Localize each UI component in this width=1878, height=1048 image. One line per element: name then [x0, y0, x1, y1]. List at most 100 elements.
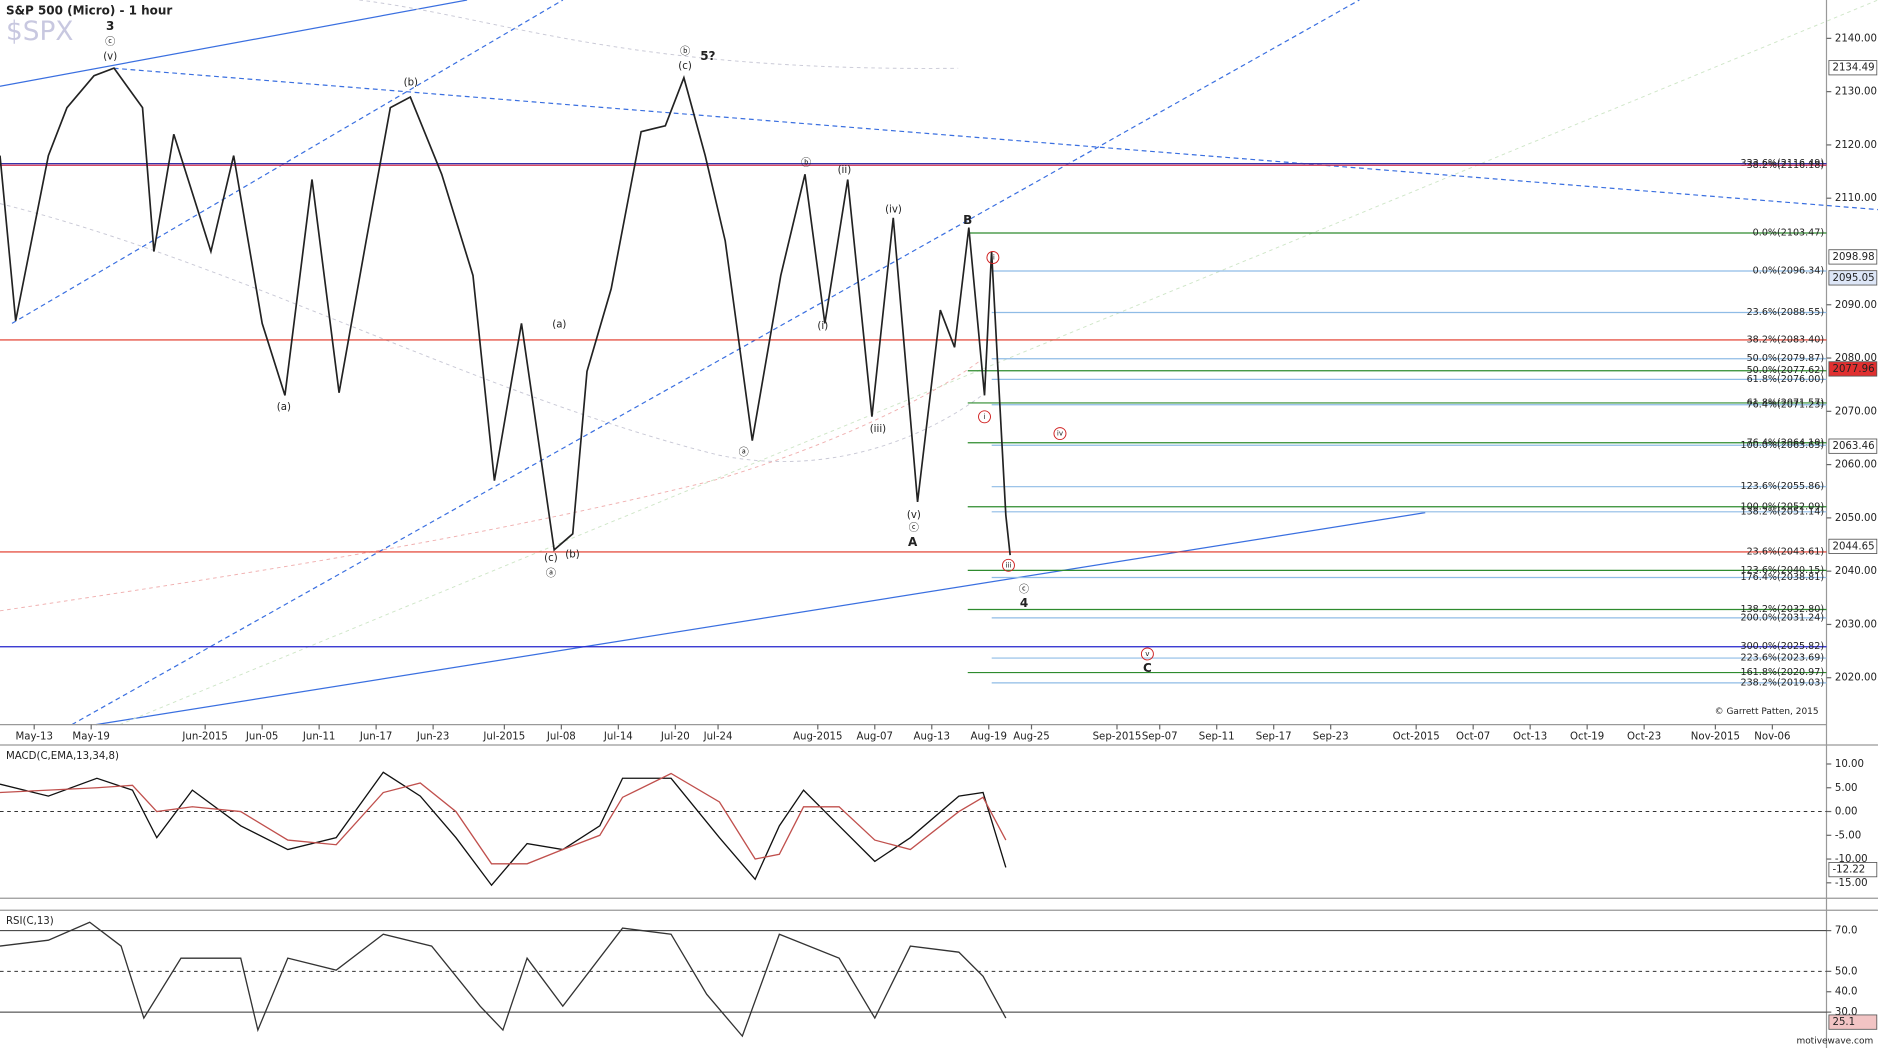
level-label: 23.6%(2043.61) [1747, 546, 1825, 557]
trend-line [113, 67, 1878, 211]
wave-label: 3 [106, 19, 114, 33]
y-tick-label: 2020.00 [1835, 673, 1877, 684]
price-tag-label: 2063.46 [1832, 441, 1874, 452]
moving-average [0, 358, 983, 612]
price-tag [1828, 249, 1878, 265]
data-line [0, 772, 1007, 865]
level-label: 323.6%(2116.49) [1740, 158, 1824, 169]
x-tick-label: Jul-2015 [482, 732, 525, 743]
wave-label: ⓒ [909, 522, 919, 534]
level-label: 161.8%(2020.97) [1740, 667, 1824, 678]
wave-label: (b) [565, 550, 579, 561]
x-tick-label: Jun-05 [245, 732, 279, 743]
level-label: 100.0%(2063.63) [1740, 440, 1824, 451]
annotation-circle [1140, 647, 1154, 661]
x-tick-label: Aug-13 [914, 732, 950, 743]
x-tick-label: Jul-14 [603, 732, 633, 743]
y-tick-label: -5.00 [1835, 830, 1861, 841]
x-tick-label: Nov-06 [1754, 732, 1790, 743]
chart-title: S&P 500 (Micro) - 1 hour [6, 3, 172, 17]
x-tick-label: Sep-07 [1142, 732, 1178, 743]
y-tick-label: 2130.00 [1835, 87, 1877, 98]
price-tag-label: 2095.05 [1832, 273, 1874, 284]
y-tick-label: 2060.00 [1835, 460, 1877, 471]
wave-label: ii [991, 253, 995, 262]
wave-label: A [908, 535, 918, 549]
x-tick-label: May-13 [15, 732, 52, 743]
x-tick-label: Oct-13 [1513, 732, 1547, 743]
wave-label: (ii) [838, 165, 852, 176]
wave-label: v [1145, 649, 1150, 658]
y-tick-label: 2070.00 [1835, 406, 1877, 417]
y-tick-label: 2080.00 [1835, 353, 1877, 364]
annotation-circle [978, 410, 991, 424]
y-tick-label: 2120.00 [1835, 140, 1877, 151]
y-tick-label: 2110.00 [1835, 193, 1877, 204]
x-tick-label: Jul-24 [703, 732, 733, 743]
level-label: 200.0%(2031.24) [1740, 612, 1824, 623]
y-tick-label: 50.0 [1835, 966, 1858, 977]
wave-label: ⓑ [680, 46, 690, 58]
level-label: 76.4%(2071.23) [1747, 399, 1825, 410]
price-tag [1828, 60, 1878, 76]
trend-line [71, 0, 1360, 726]
price-tag-label: 2044.65 [1832, 541, 1874, 552]
wave-label: 5? [700, 49, 715, 63]
trend-line [95, 512, 1426, 726]
copyright: © Garrett Patten, 2015 [1715, 707, 1819, 717]
level-label: 138.2%(2032.80) [1740, 604, 1824, 615]
y-tick-label: 30.0 [1835, 1007, 1858, 1018]
wave-label: (iii) [870, 424, 886, 435]
x-tick-label: Jul-08 [546, 732, 576, 743]
y-tick-label: -15.00 [1835, 878, 1868, 889]
footer: motivewave.com [1796, 1036, 1873, 1046]
price-tag [1828, 862, 1878, 878]
y-tick-label: 40.0 [1835, 987, 1858, 998]
y-tick-label: 2030.00 [1835, 619, 1877, 630]
level-label: 238.2%(2019.03) [1740, 677, 1824, 688]
level-label: 38.2%(2083.40) [1747, 334, 1825, 345]
x-tick-label: Aug-07 [857, 732, 893, 743]
wave-label: (v) [907, 510, 921, 521]
x-tick-label: Jul-20 [660, 732, 690, 743]
wave-label: ⓒ [1019, 583, 1029, 595]
x-tick-label: Aug-25 [1013, 732, 1049, 743]
moving-average [119, 0, 1878, 726]
price-tag-label: 2077.96 [1832, 364, 1874, 375]
price-tag-label: 25.1 [1832, 1017, 1855, 1028]
y-tick-label: 10.00 [1835, 759, 1864, 770]
x-tick-label: Oct-2015 [1393, 732, 1440, 743]
price-tag [1828, 1014, 1878, 1030]
price-tag [1828, 361, 1878, 377]
level-label: 50.0%(2077.62) [1747, 365, 1825, 376]
wave-label: iii [1005, 560, 1011, 569]
wave-label: ⓐ [546, 568, 556, 580]
x-tick-label: Aug-2015 [793, 732, 842, 743]
wave-label: (i) [817, 321, 828, 332]
indicator-title: MACD(C,EMA,13,34,8) [6, 751, 119, 762]
level-label: 38.2%(2116.18) [1747, 160, 1825, 171]
wave-label: ⓑ [801, 157, 811, 169]
x-tick-label: Jun-17 [359, 732, 393, 743]
x-tick-label: Sep-11 [1199, 732, 1235, 743]
x-tick-label: Oct-07 [1456, 732, 1490, 743]
level-label: 138.2%(2051.14) [1740, 506, 1824, 517]
wave-label: (b) [404, 78, 418, 89]
wave-label: i [984, 412, 986, 421]
wave-label: B [963, 213, 972, 227]
level-label: 0.0%(2096.34) [1753, 265, 1824, 276]
x-tick-label: Sep-23 [1313, 732, 1349, 743]
y-tick-label: 2090.00 [1835, 300, 1877, 311]
wave-label: (v) [103, 51, 117, 62]
wave-label: (c) [544, 553, 558, 564]
level-label: 61.8%(2071.57) [1747, 397, 1825, 408]
wave-label: (a) [277, 402, 291, 413]
price-tag [1828, 538, 1878, 554]
price-tag-label: 2134.49 [1832, 63, 1874, 74]
annotation-circle [1001, 558, 1015, 572]
x-tick-label: May-19 [72, 732, 109, 743]
wave-label: (a) [552, 320, 566, 331]
